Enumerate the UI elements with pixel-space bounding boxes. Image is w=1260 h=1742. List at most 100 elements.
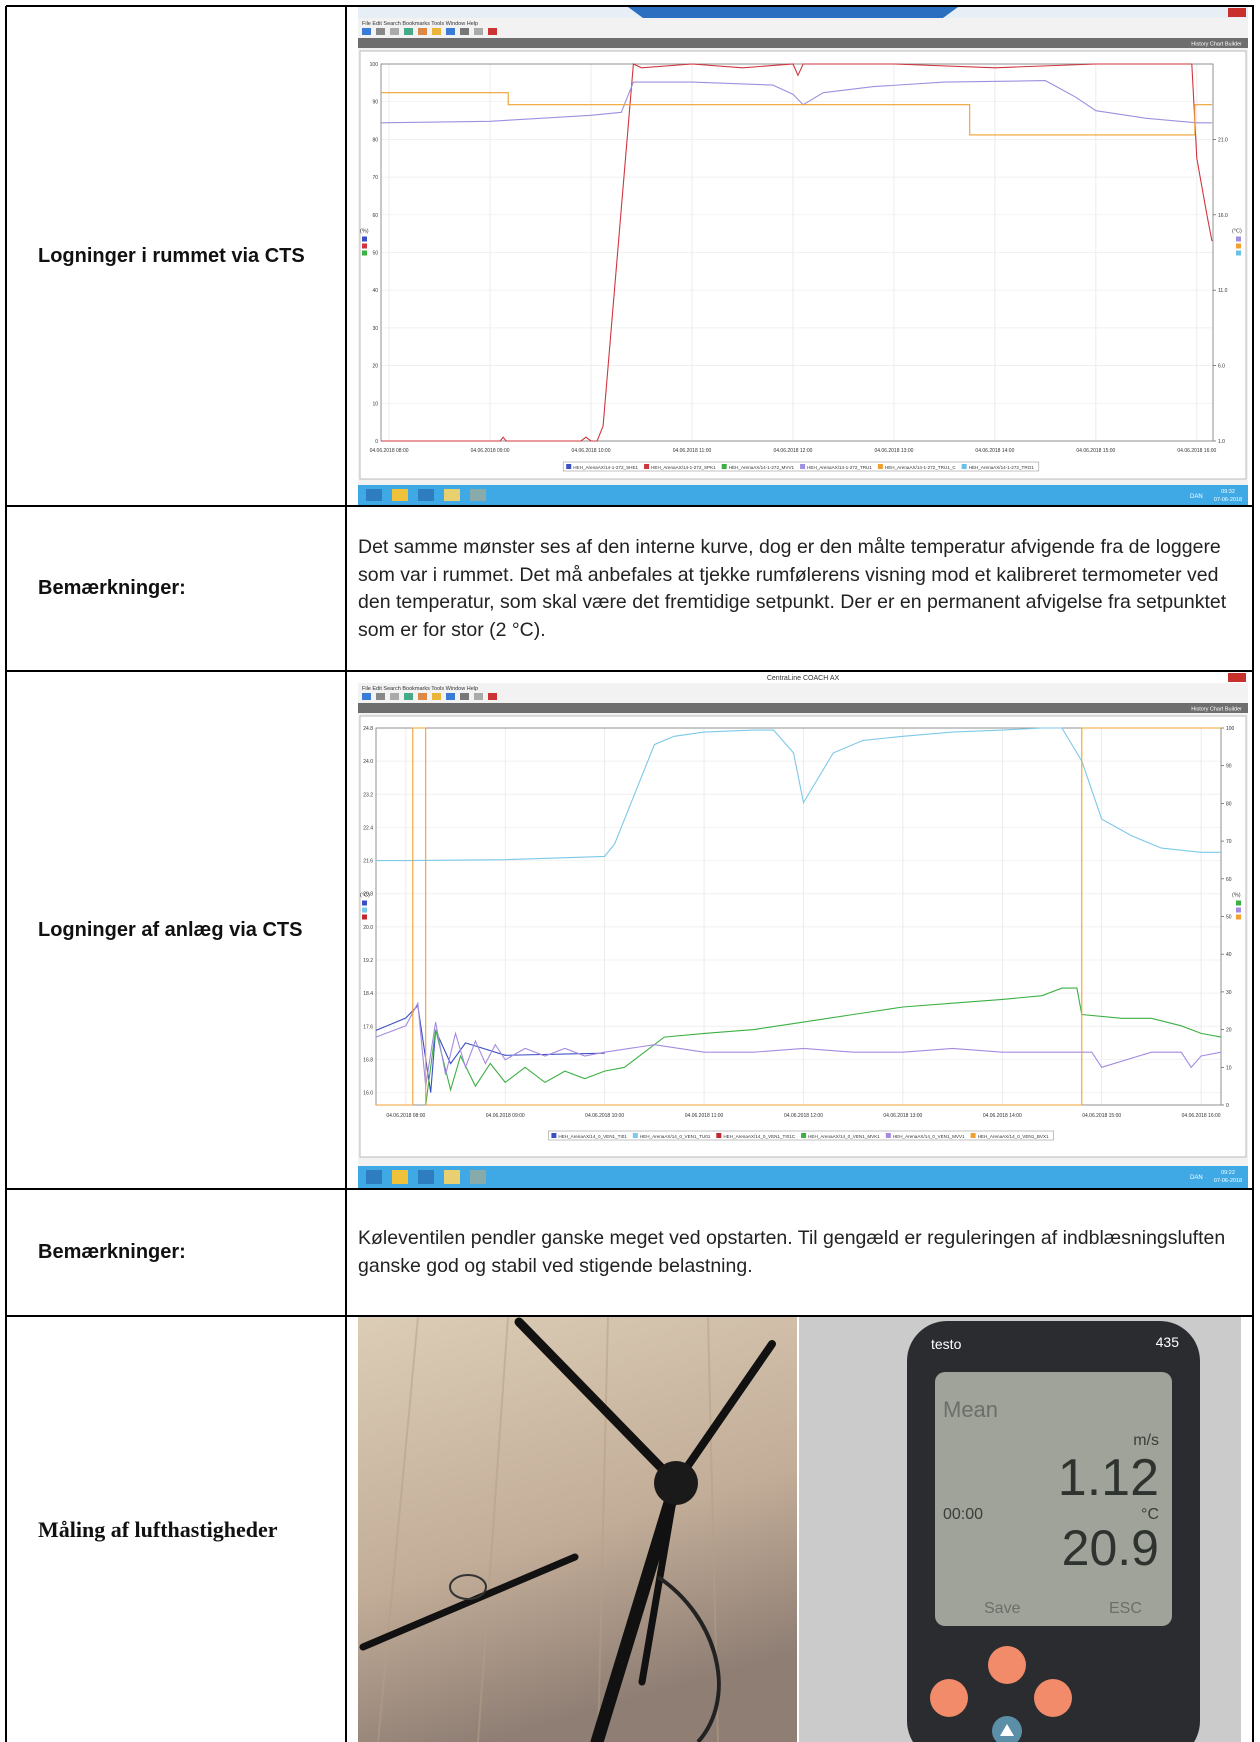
lcd-softkey: ESC — [1109, 1600, 1142, 1617]
y-tick-label: 20 — [372, 364, 378, 370]
taskbar-icon — [470, 1170, 486, 1184]
y2-tick-label: 80 — [1226, 801, 1232, 807]
legend-label: HEH_ArenaAX/14_0_VEN1_TI01C — [723, 1134, 795, 1139]
screenshot: File Edit Search Bookmarks Tools Window … — [358, 7, 1248, 505]
legend-label: HEH_ArenaAX/14-1-272_TRO1 — [969, 465, 1035, 470]
screenshot: CentraLine COACH AX File Edit Search Book… — [358, 672, 1248, 1188]
x-tick-label: 04.06.2018 08:00 — [370, 448, 409, 454]
taskbar-time: 09:32 — [1221, 489, 1235, 495]
row-label: Logninger af anlæg via CTS — [8, 672, 344, 1188]
row-label: Logninger i rummet via CTS — [8, 7, 344, 505]
y-tick-label: 0 — [375, 439, 378, 445]
toolbar-icon — [418, 28, 427, 35]
legend-label: HEH_ArenaAX/14-1-272_MVV1 — [729, 465, 795, 470]
tab-label: History Chart Builder — [1191, 707, 1242, 713]
taskbar-icon — [392, 489, 408, 501]
y-tick-label: 24.8 — [363, 726, 373, 732]
legend-label: HEH_ArenaAX/14_0_VEN1_MVK1 — [808, 1134, 880, 1139]
legend-label: HEH_ArenaAX/14-1-272_TRU1 — [807, 465, 872, 470]
y-axis-label: (%) — [360, 229, 369, 235]
taskbar-icon — [444, 489, 460, 501]
toolbar-icon — [474, 693, 483, 700]
x-tick-label: 04.06.2018 11:00 — [673, 448, 712, 454]
tab-label: History Chart Builder — [1191, 42, 1242, 48]
taskbar-date: 07-06-2018 — [1214, 1178, 1242, 1184]
taskbar-icon — [366, 489, 382, 501]
axis-swatch — [362, 251, 367, 256]
y2-tick-label: 6.0 — [1218, 364, 1225, 370]
menu-bar: File Edit Search Bookmarks Tools Window … — [362, 21, 478, 27]
y2-tick-label: 50 — [1226, 915, 1232, 921]
lcd-temperature: 20.9 — [1062, 1520, 1159, 1576]
axis-swatch — [362, 908, 367, 913]
lcd-velocity: 1.12 — [1058, 1449, 1159, 1507]
taskbar-icon — [366, 1170, 382, 1184]
axis-swatch — [1236, 908, 1241, 913]
y2-tick-label: 20 — [1226, 1028, 1232, 1034]
legend-label: HEH_ArenaAX/14-1-272_SHE1 — [573, 465, 638, 470]
axis-swatch — [1236, 915, 1241, 920]
axis-swatch — [362, 915, 367, 920]
y2-tick-label: 10 — [1226, 1065, 1232, 1071]
x-tick-label: 04.06.2018 15:00 — [1076, 448, 1115, 454]
toolbar-icon — [418, 693, 427, 700]
window-button — [1228, 8, 1246, 17]
y2-axis-label: (°C) — [1232, 229, 1242, 235]
taskbar-time: 09:22 — [1221, 1170, 1235, 1176]
menu-bar: File Edit Search Bookmarks Tools Window … — [362, 686, 478, 692]
button — [988, 1646, 1026, 1684]
taskbar-language: DAN — [1190, 1175, 1203, 1181]
x-tick-label: 04.06.2018 14:00 — [983, 1113, 1022, 1119]
taskbar-icon — [444, 1170, 460, 1184]
button — [1034, 1679, 1072, 1717]
y-tick-label: 60 — [372, 213, 378, 219]
y2-tick-label: 30 — [1226, 990, 1232, 996]
lcd-softkey: Save — [984, 1600, 1021, 1617]
x-tick-label: 04.06.2018 16:00 — [1177, 448, 1216, 454]
x-tick-label: 04.06.2018 13:00 — [874, 448, 913, 454]
legend-swatch — [962, 464, 967, 469]
y-tick-label: 19.2 — [363, 958, 373, 964]
toolbar-icon — [460, 693, 469, 700]
taskbar-icon — [418, 1170, 434, 1184]
x-tick-label: 04.06.2018 11:00 — [685, 1113, 724, 1119]
y-tick-label: 10 — [372, 401, 378, 407]
taskbar-language: DAN — [1190, 494, 1203, 500]
y-tick-label: 90 — [372, 100, 378, 106]
y-tick-label: 40 — [372, 288, 378, 294]
y2-tick-label: 0 — [1226, 1103, 1229, 1109]
y2-tick-label: 11.0 — [1218, 288, 1228, 294]
y-tick-label: 21.6 — [363, 859, 373, 865]
y-tick-label: 16.0 — [363, 1091, 373, 1097]
x-tick-label: 04.06.2018 16:00 — [1182, 1113, 1221, 1119]
document-page: Logninger i rummet via CTS Bemærkninger:… — [0, 0, 1260, 1742]
table-border — [1252, 6, 1254, 1742]
window-title: CentraLine COACH AX — [767, 675, 840, 682]
button — [930, 1679, 968, 1717]
y2-tick-label: 100 — [1226, 726, 1235, 732]
table-border — [5, 6, 7, 1742]
y-tick-label: 70 — [372, 175, 378, 181]
remark-text: Køleventilen pendler ganske meget ved op… — [358, 1190, 1246, 1315]
table-border — [345, 6, 347, 1742]
x-tick-label: 04.06.2018 15:00 — [1082, 1113, 1121, 1119]
toolbar-icon — [446, 28, 455, 35]
y2-axis-label: (%) — [1232, 893, 1241, 899]
axis-swatch — [362, 901, 367, 906]
y2-tick-label: 1.0 — [1218, 439, 1225, 445]
x-tick-label: 04.06.2018 12:00 — [784, 1113, 823, 1119]
legend-swatch — [878, 464, 883, 469]
y2-tick-label: 16.0 — [1218, 213, 1228, 219]
toolbar-icon — [488, 28, 497, 35]
legend-label: HEH_ArenaAX/14-1-272_SPK1 — [651, 465, 716, 470]
y-axis-label: (°C) — [360, 893, 370, 899]
legend-swatch — [716, 1133, 721, 1138]
legend-swatch — [644, 464, 649, 469]
toolbar-icon — [362, 28, 371, 35]
legend-swatch — [551, 1133, 556, 1138]
toolbar-icon — [488, 693, 497, 700]
chart-frame — [360, 51, 1246, 479]
toolbar-icon — [446, 693, 455, 700]
x-tick-label: 04.06.2018 12:00 — [773, 448, 812, 454]
taskbar — [358, 1166, 1248, 1188]
